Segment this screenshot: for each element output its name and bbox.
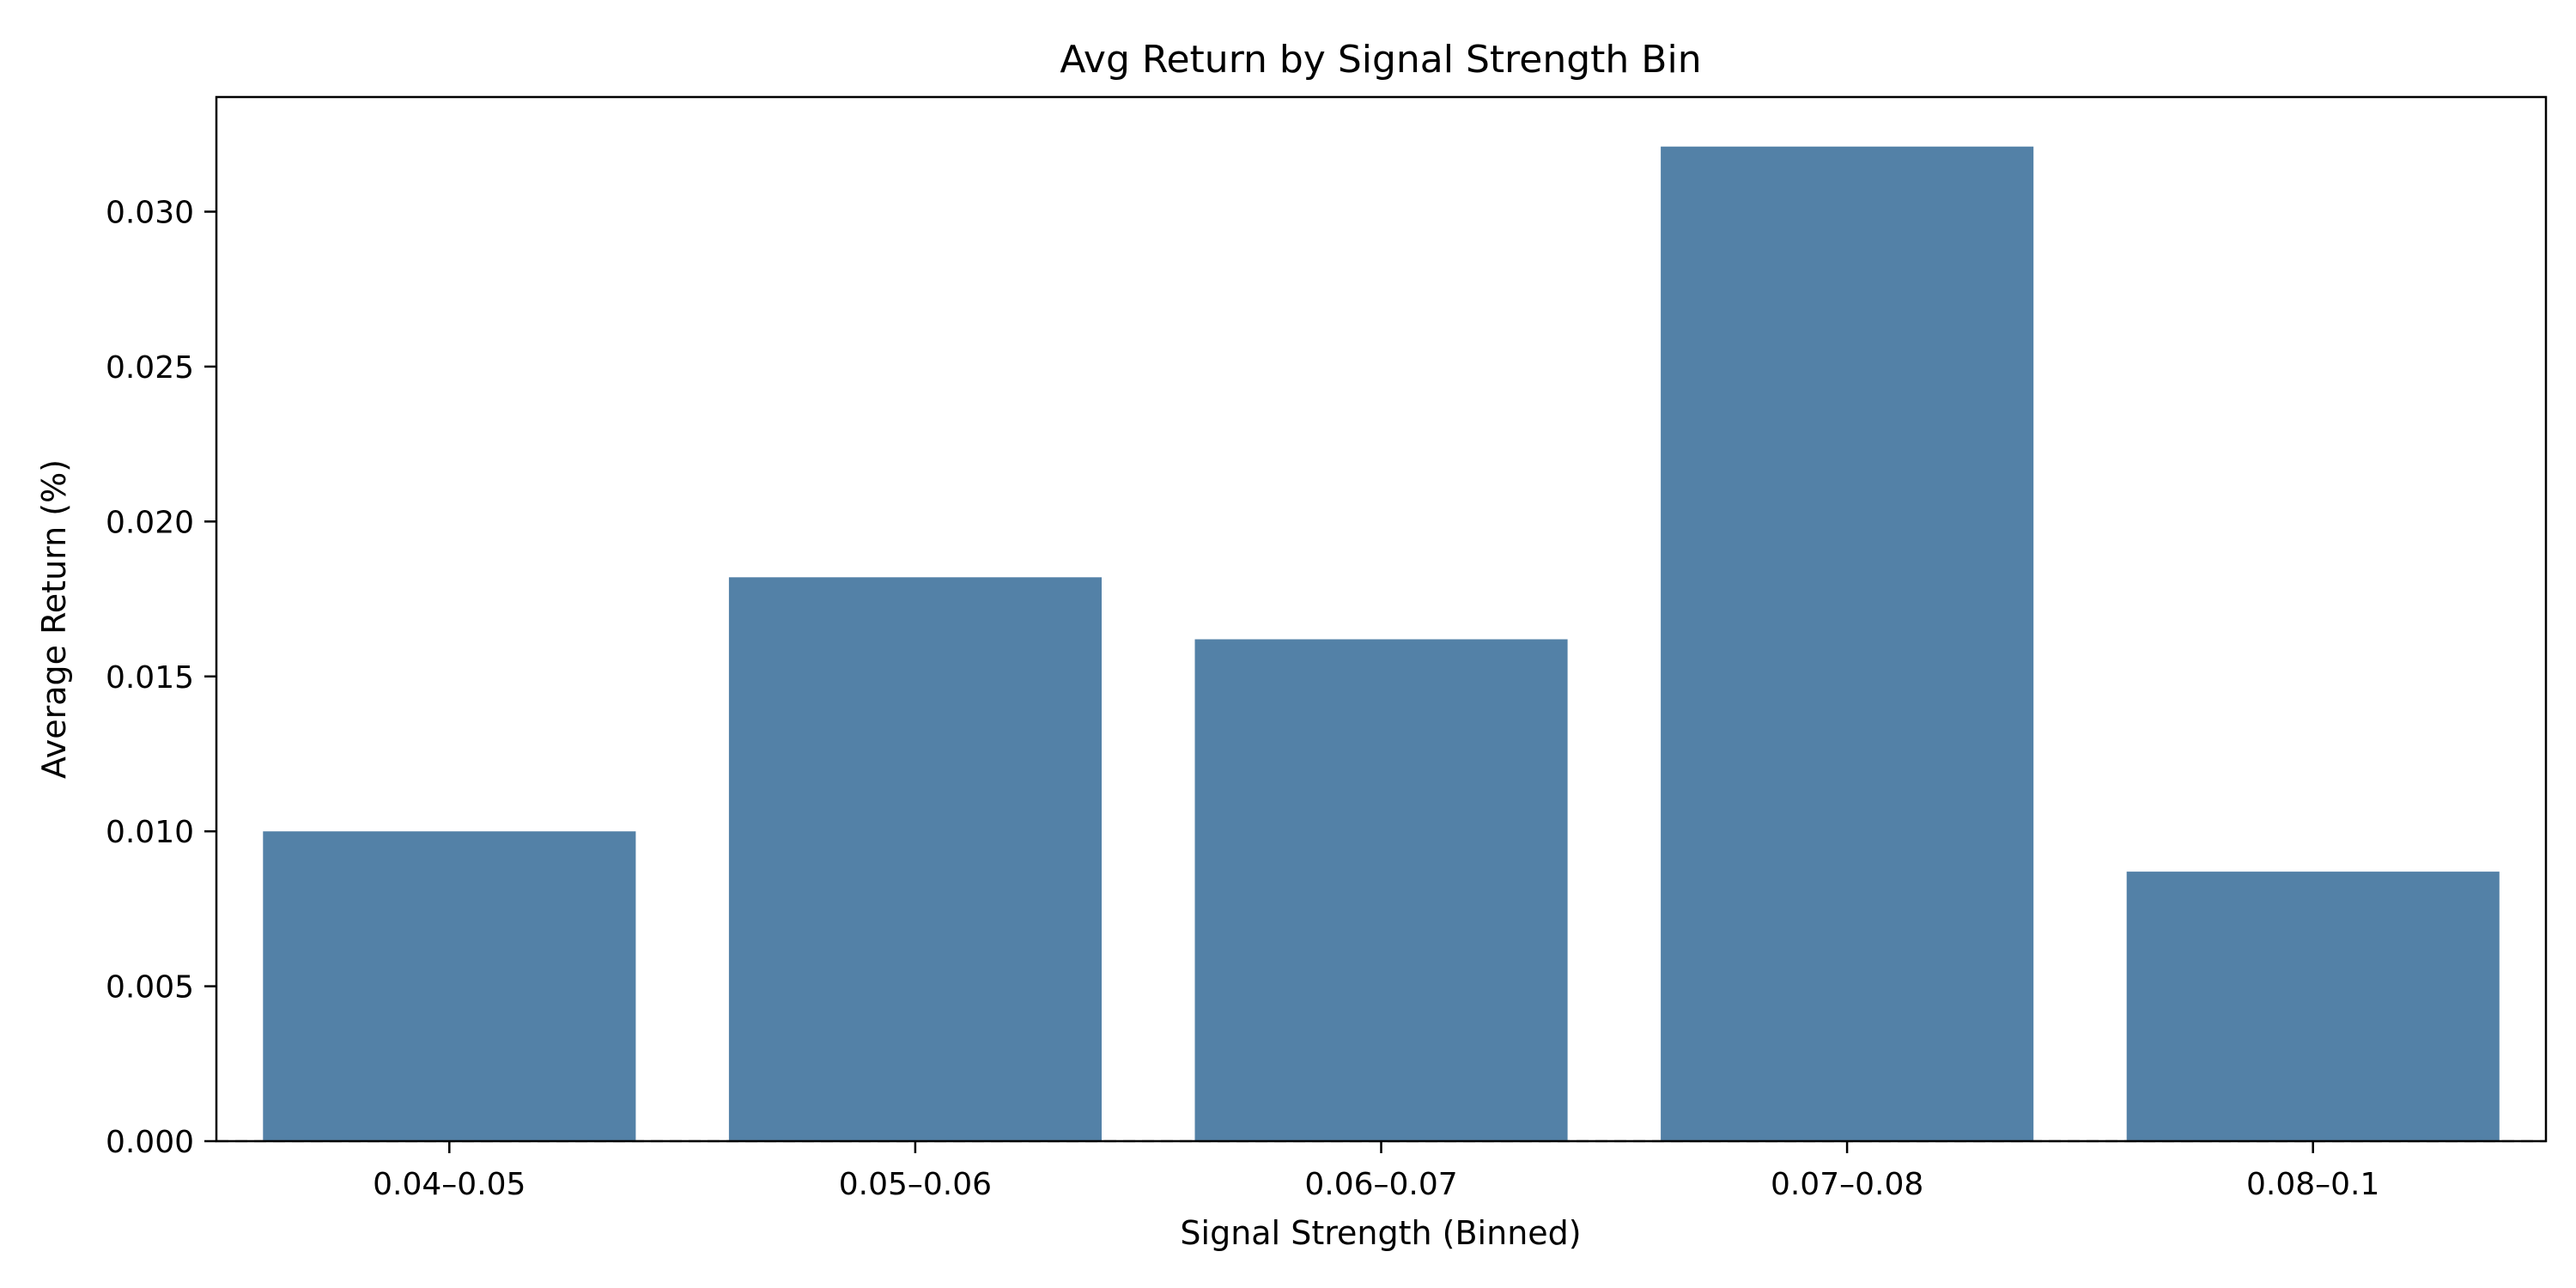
y-tick-label: 0.020 [106, 505, 194, 540]
y-tick-label: 0.015 [106, 660, 194, 696]
x-tick-label: 0.05–0.06 [839, 1167, 992, 1202]
bar [2126, 872, 2500, 1141]
y-tick-label: 0.010 [106, 815, 194, 850]
y-tick-label: 0.005 [106, 970, 194, 1005]
bars-layer [263, 146, 2500, 1142]
y-axis: 0.000 0.005 0.010 0.015 0.020 0.025 0.030 [106, 196, 216, 1160]
bar [263, 831, 636, 1141]
y-axis-label: Average Return (%) [35, 459, 73, 779]
y-tick-label: 0.000 [106, 1125, 194, 1160]
x-tick-label: 0.07–0.08 [1771, 1167, 1923, 1202]
bar [1194, 639, 1568, 1141]
x-tick-label: 0.06–0.07 [1304, 1167, 1457, 1202]
chart-title: Avg Return by Signal Strength Bin [1060, 38, 1701, 82]
y-tick-label: 0.030 [106, 196, 194, 231]
bar [728, 577, 1102, 1141]
x-axis-label: Signal Strength (Binned) [1180, 1214, 1581, 1252]
bar [1661, 146, 2034, 1142]
x-tick-label: 0.04–0.05 [373, 1167, 526, 1202]
x-tick-label: 0.08–0.1 [2246, 1167, 2379, 1202]
x-axis: 0.04–0.05 0.05–0.06 0.06–0.07 0.07–0.08 0.08… [373, 1141, 2379, 1202]
y-tick-label: 0.025 [106, 350, 194, 386]
